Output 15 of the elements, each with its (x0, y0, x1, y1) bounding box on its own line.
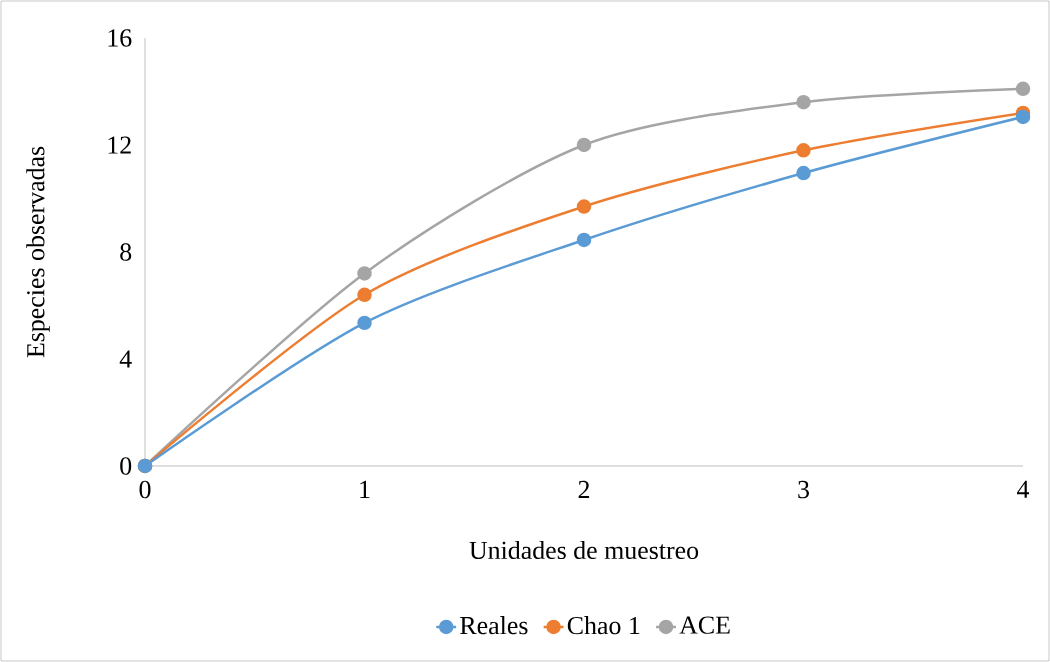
y-tick-label: 16 (108, 29, 132, 47)
y-tick-label: 8 (120, 243, 132, 261)
x-tick-label: 0 (139, 480, 151, 499)
y-axis-title: Especies observadas (26, 146, 50, 358)
x-tick-label: 4 (1017, 480, 1030, 498)
legend-label: ACE (679, 616, 730, 634)
x-tick-label: 1 (360, 480, 370, 498)
y-tick-label: 0 (120, 457, 132, 475)
x-axis-title: Unidades de muestreo (469, 540, 699, 560)
y-tick-label: 12 (108, 136, 131, 154)
y-tick-label: 4 (119, 350, 132, 368)
x-tick-label: 2 (578, 480, 590, 498)
legend-label: Chao 1 (567, 616, 640, 635)
x-tick-label: 3 (798, 480, 809, 499)
legend-label: Reales (460, 616, 528, 635)
